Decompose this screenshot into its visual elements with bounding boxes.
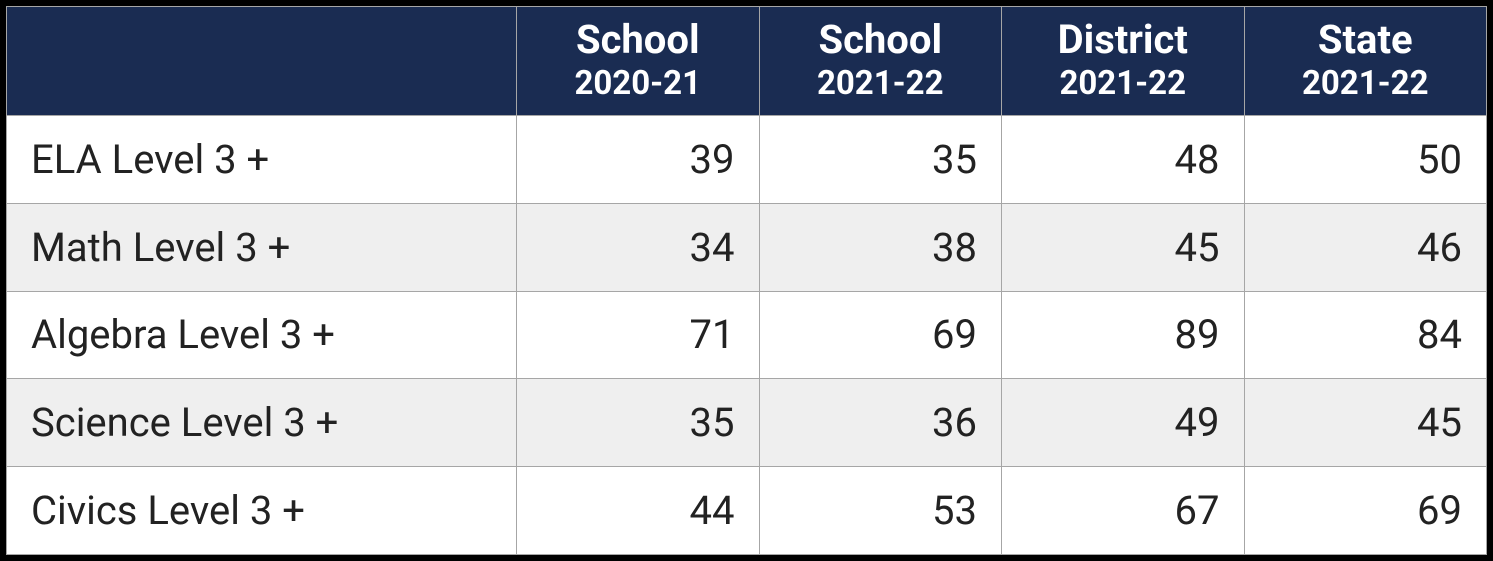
header-school-2021-22: School 2021-22 bbox=[759, 7, 1002, 116]
table-row: Civics Level 3 + 44 53 67 69 bbox=[7, 467, 1487, 555]
cell-value: 35 bbox=[759, 115, 1002, 203]
header-line2: 2021-22 bbox=[768, 65, 994, 103]
header-line1: School bbox=[768, 17, 994, 63]
header-line1: State bbox=[1253, 17, 1479, 63]
cell-value: 35 bbox=[517, 379, 760, 467]
table-row: Algebra Level 3 + 71 69 89 84 bbox=[7, 291, 1487, 379]
header-school-2020-21: School 2020-21 bbox=[517, 7, 760, 116]
table-row: Science Level 3 + 35 36 49 45 bbox=[7, 379, 1487, 467]
table-container: School 2020-21 School 2021-22 District 2… bbox=[0, 0, 1493, 561]
header-blank bbox=[7, 7, 517, 116]
performance-table: School 2020-21 School 2021-22 District 2… bbox=[6, 6, 1487, 555]
header-line1: District bbox=[1010, 17, 1236, 63]
header-line2: 2021-22 bbox=[1253, 65, 1479, 103]
cell-value: 84 bbox=[1244, 291, 1487, 379]
cell-value: 71 bbox=[517, 291, 760, 379]
row-label: Science Level 3 + bbox=[7, 379, 517, 467]
cell-value: 50 bbox=[1244, 115, 1487, 203]
cell-value: 36 bbox=[759, 379, 1002, 467]
header-line1: School bbox=[525, 17, 751, 63]
cell-value: 44 bbox=[517, 467, 760, 555]
header-line2: 2020-21 bbox=[525, 65, 751, 103]
header-district-2021-22: District 2021-22 bbox=[1002, 7, 1245, 116]
cell-value: 49 bbox=[1002, 379, 1245, 467]
cell-value: 46 bbox=[1244, 203, 1487, 291]
cell-value: 34 bbox=[517, 203, 760, 291]
cell-value: 39 bbox=[517, 115, 760, 203]
cell-value: 38 bbox=[759, 203, 1002, 291]
cell-value: 48 bbox=[1002, 115, 1245, 203]
header-row: School 2020-21 School 2021-22 District 2… bbox=[7, 7, 1487, 116]
cell-value: 67 bbox=[1002, 467, 1245, 555]
header-line2: 2021-22 bbox=[1010, 65, 1236, 103]
table-row: Math Level 3 + 34 38 45 46 bbox=[7, 203, 1487, 291]
cell-value: 89 bbox=[1002, 291, 1245, 379]
cell-value: 45 bbox=[1244, 379, 1487, 467]
cell-value: 69 bbox=[759, 291, 1002, 379]
table-row: ELA Level 3 + 39 35 48 50 bbox=[7, 115, 1487, 203]
row-label: Math Level 3 + bbox=[7, 203, 517, 291]
header-state-2021-22: State 2021-22 bbox=[1244, 7, 1487, 116]
row-label: Civics Level 3 + bbox=[7, 467, 517, 555]
cell-value: 53 bbox=[759, 467, 1002, 555]
row-label: ELA Level 3 + bbox=[7, 115, 517, 203]
cell-value: 69 bbox=[1244, 467, 1487, 555]
cell-value: 45 bbox=[1002, 203, 1245, 291]
row-label: Algebra Level 3 + bbox=[7, 291, 517, 379]
